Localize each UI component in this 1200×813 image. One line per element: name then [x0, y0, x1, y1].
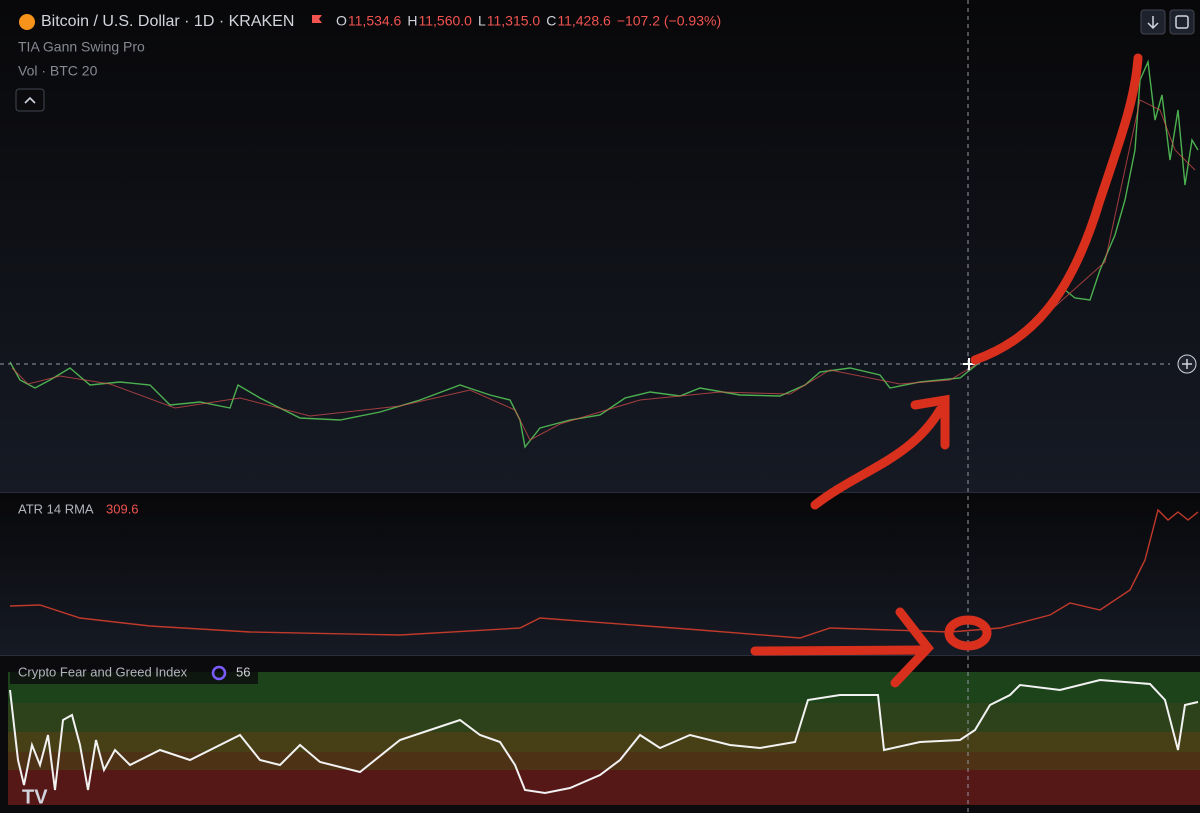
fullscreen-icon [1175, 15, 1189, 29]
tv-logo: TV [22, 786, 48, 808]
symbol-title: Bitcoin / U.S. Dollar · 1D · KRAKEN [41, 13, 294, 30]
atr-value: 309.6 [106, 501, 139, 516]
price-wicks [11, 99, 1196, 441]
atr-pane [0, 493, 1200, 655]
chevron-icon [24, 96, 36, 104]
atr-label: ATR 14 RMA [18, 501, 94, 516]
ohlc-label: L [478, 13, 486, 29]
ohlc-label: C [546, 13, 556, 29]
fullscreen-button[interactable] [1169, 9, 1195, 35]
ohlc-label: H [407, 13, 417, 29]
annotation-drawings [750, 53, 1143, 688]
fear-greed-line [9, 678, 1199, 795]
ohlc: O 11,534.6 H 11,560.0 L 11,315.0 C 11,428.6 −107… [336, 13, 721, 29]
ohlc-value: 11,315.0 [487, 13, 541, 29]
download-icon [1147, 16, 1159, 30]
ohlc-value: 11,560.0 [418, 13, 472, 29]
collapse-button[interactable] [15, 88, 45, 112]
change-value: −107.2 (−0.93%) [617, 13, 721, 29]
loading-icon [211, 665, 227, 681]
flag-icon [312, 15, 322, 23]
indicator-label: Vol · BTC 20 [18, 63, 98, 79]
ohlc-value: 11,534.6 [348, 13, 402, 29]
plus-icon [1182, 359, 1192, 369]
fear-greed-label: Crypto Fear and Greed Index [18, 664, 188, 679]
indicator-label: TIA Gann Swing Pro [18, 39, 145, 55]
btc-icon [19, 14, 35, 30]
price-pane [0, 0, 1200, 492]
ohlc-value: 11,428.6 [557, 13, 611, 29]
label-backdrop [10, 662, 258, 684]
ohlc-label: O [336, 13, 347, 29]
fear-greed-value: 56 [236, 664, 250, 679]
